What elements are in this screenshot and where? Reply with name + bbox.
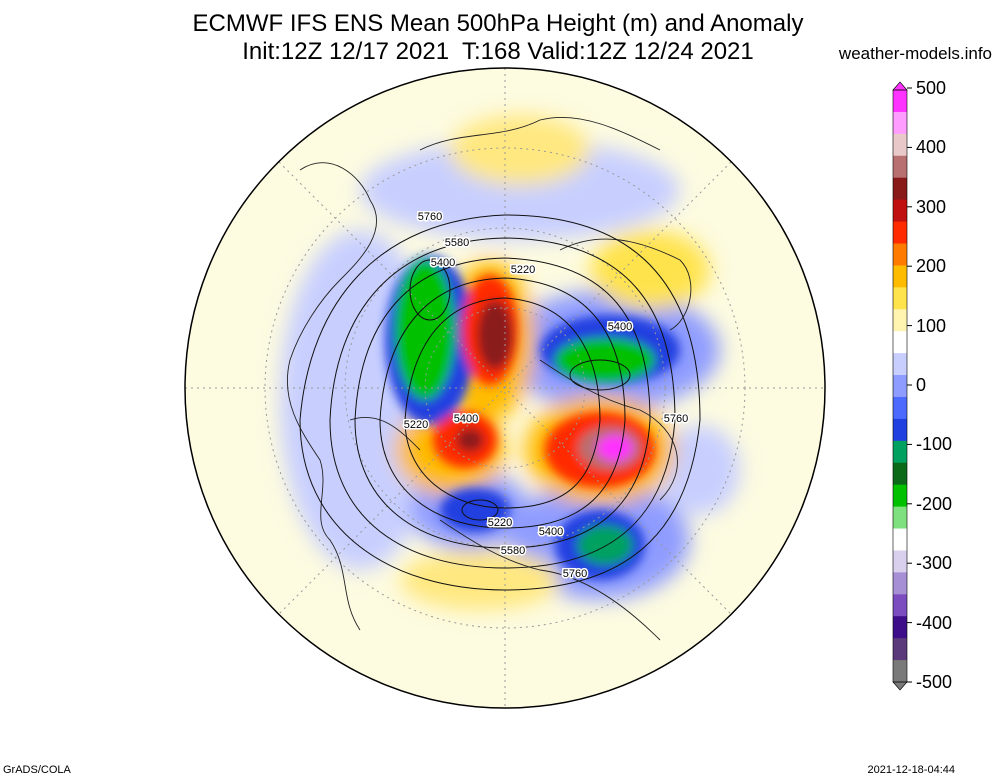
- colorbar-segment: [893, 133, 907, 157]
- contour-label: 5760: [418, 211, 442, 223]
- contour-label: 5760: [664, 413, 688, 425]
- colorbar-segment: [893, 199, 907, 223]
- contour-labels: 5760 5580 5400 5220 5400 5220 5400 5760 5220 5400…: [402, 210, 689, 582]
- colorbar-segment: [893, 660, 907, 683]
- colorbar-segment: [893, 616, 907, 639]
- anomaly-field: [185, 68, 825, 708]
- footer-software-label: GrADS/COLA: [3, 764, 71, 776]
- colorbar-segment: [893, 155, 907, 179]
- colorbar-segment: [893, 309, 907, 332]
- contour-label: 5400: [608, 321, 632, 333]
- map-title-line1: ECMWF IFS ENS Mean 500hPa Height (m) and…: [192, 10, 804, 37]
- contour-label: 5580: [501, 545, 525, 557]
- colorbar-tick-label: 400: [916, 137, 947, 158]
- colorbar-segment: [893, 572, 907, 595]
- colorbar-max-arrow: [892, 81, 908, 91]
- credit-label: weather-models.info: [838, 44, 992, 63]
- colorbar-segment: [893, 331, 907, 354]
- colorbar-tick-label: 0: [916, 375, 927, 395]
- contour-label: 5400: [539, 526, 563, 538]
- colorbar-tick-label: -100: [916, 434, 953, 455]
- colorbar-segment: [893, 418, 907, 442]
- colorbar-segment: [893, 111, 907, 135]
- contour-label: 5400: [454, 413, 478, 425]
- colorbar-segment: [893, 287, 907, 310]
- contour-label: 5400: [431, 257, 455, 269]
- colorbar-segment: [893, 243, 907, 266]
- colorbar-segment: [893, 396, 907, 420]
- colorbar-segment: [893, 221, 907, 244]
- colorbar-segment: [893, 484, 907, 508]
- colorbar-tick-label: -500: [916, 672, 953, 692]
- height-contours: [299, 214, 701, 591]
- colorbar-segment: [893, 638, 907, 661]
- colorbar-tick-label: 100: [916, 315, 947, 336]
- colorbar-segment: [893, 353, 907, 376]
- colorbar-tick-label: 200: [916, 256, 947, 277]
- contour-label: 5760: [563, 568, 587, 580]
- colorbar-segment: [893, 594, 907, 617]
- contour-label: 5580: [445, 237, 469, 249]
- colorbar-segment: [893, 177, 907, 201]
- colorbar-segment: [893, 440, 907, 464]
- colorbar-tick-label: 300: [916, 196, 947, 217]
- contour-label: 5220: [404, 419, 428, 431]
- map-title-line2: Init:12Z 12/17 2021 T:168 Valid:12Z 12/2…: [242, 38, 754, 65]
- colorbar-segment: [893, 550, 907, 573]
- colorbar-segment: [893, 375, 907, 398]
- coastlines: [286, 116, 692, 641]
- colorbar-tick-label: -400: [916, 612, 953, 633]
- footer-timestamp: 2021-12-18-04:44: [867, 764, 955, 776]
- colorbar-min-arrow: [892, 681, 908, 691]
- colorbar-segment: [893, 528, 907, 551]
- colorbar-tick-label: 500: [916, 78, 947, 98]
- contour-label: 5220: [511, 264, 535, 276]
- anomaly-colorbar: [892, 81, 912, 691]
- colorbar-segment: [893, 265, 907, 288]
- contour-label: 5220: [488, 517, 512, 529]
- colorbar-tick-label: -200: [916, 493, 953, 514]
- colorbar-segment: [893, 506, 907, 530]
- colorbar-tick-label: -300: [916, 553, 953, 574]
- colorbar-segment: [893, 462, 907, 486]
- map-boundary: [184, 67, 826, 709]
- colorbar-segment: [893, 90, 907, 113]
- colorbar-frame: [892, 89, 908, 683]
